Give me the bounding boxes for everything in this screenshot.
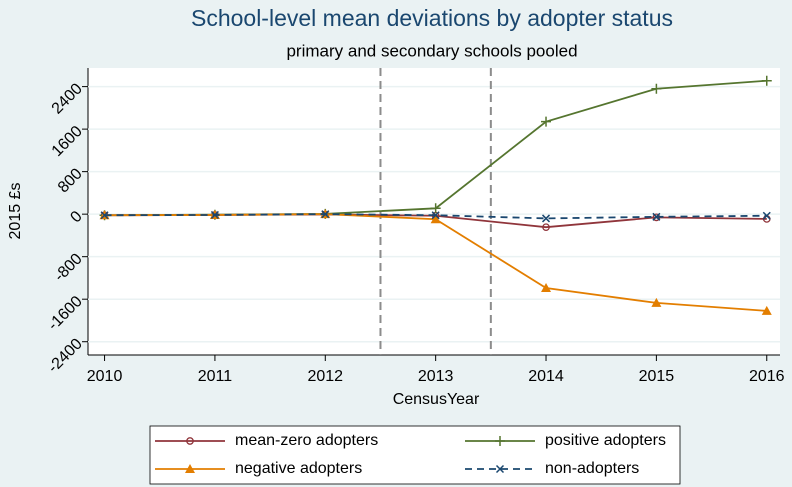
legend-marker	[495, 464, 505, 474]
legend-entry: mean-zero adopters	[155, 432, 378, 449]
legend-entry: negative adopters	[155, 460, 362, 477]
marker-shape	[430, 203, 441, 214]
marker-shape	[762, 211, 771, 220]
data-point	[210, 210, 219, 219]
data-point	[651, 83, 662, 94]
data-point	[541, 214, 551, 223]
marker-shape	[100, 211, 109, 220]
chart-title: School-level mean deviations by adopter …	[191, 5, 673, 31]
marker-shape	[651, 297, 662, 307]
legend-marker	[186, 437, 194, 445]
legend-label: mean-zero adopters	[235, 432, 378, 449]
data-point	[541, 283, 552, 293]
marker-shape	[541, 283, 552, 293]
data-point	[761, 305, 772, 315]
data-point	[651, 297, 662, 307]
marker-shape	[185, 464, 195, 473]
marker-shape	[761, 305, 772, 315]
marker-shape	[431, 211, 440, 220]
data-point	[652, 212, 661, 221]
data-point	[321, 210, 330, 219]
marker-shape	[495, 464, 505, 474]
marker-shape	[652, 212, 661, 221]
x-tick-label: 2013	[418, 368, 454, 385]
legend-label: positive adopters	[545, 432, 666, 449]
legend-marker	[185, 464, 195, 473]
legend-box	[149, 425, 681, 485]
legend-label: non-adopters	[545, 460, 639, 477]
marker-shape	[430, 214, 441, 224]
marker-shape	[321, 210, 330, 219]
plot-area	[88, 68, 780, 355]
legend-entry: non-adopters	[465, 460, 639, 477]
x-axis-label: CensusYear	[393, 391, 480, 408]
y-axis-label: 2015 £s	[7, 183, 24, 240]
legend-entry: positive adopters	[465, 432, 666, 449]
data-point	[542, 223, 550, 232]
data-point	[541, 116, 552, 127]
legend-marker	[495, 436, 505, 446]
chart-subtitle: primary and secondary schools pooled	[286, 41, 577, 60]
data-point	[430, 203, 441, 214]
x-tick-label: 2011	[198, 368, 233, 385]
data-point	[762, 211, 771, 220]
marker-shape	[541, 116, 552, 127]
data-point	[100, 211, 109, 220]
marker-shape	[761, 75, 772, 86]
data-point	[430, 214, 441, 224]
x-tick-label: 2016	[749, 368, 785, 385]
x-tick-label: 2010	[87, 368, 123, 385]
marker-shape	[542, 223, 550, 232]
x-tick-label: 2014	[528, 368, 564, 385]
legend-label: negative adopters	[235, 460, 362, 477]
marker-shape	[210, 210, 219, 219]
marker-shape	[541, 214, 551, 223]
marker-shape	[186, 437, 194, 445]
marker-shape	[495, 436, 505, 446]
x-tick-label: 2012	[307, 368, 343, 385]
data-point	[761, 75, 772, 86]
x-tick-label: 2015	[639, 368, 675, 385]
data-point	[431, 211, 440, 220]
marker-shape	[651, 83, 662, 94]
